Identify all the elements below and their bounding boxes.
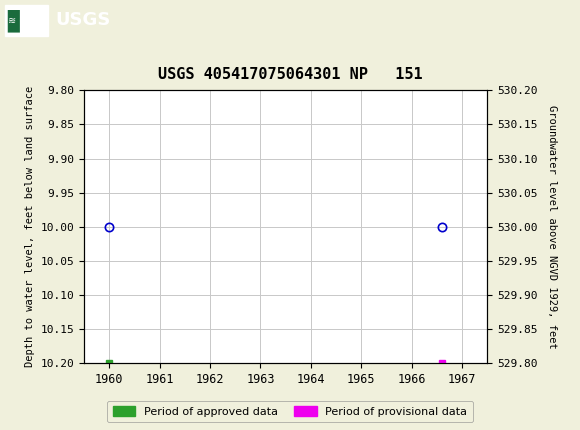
Text: USGS: USGS (55, 12, 110, 29)
Legend: Period of approved data, Period of provisional data: Period of approved data, Period of provi… (107, 401, 473, 422)
Bar (5, 5, 48, 36)
Text: USGS 405417075064301 NP   151: USGS 405417075064301 NP 151 (158, 67, 422, 82)
Text: █: █ (8, 9, 19, 32)
Y-axis label: Depth to water level, feet below land surface: Depth to water level, feet below land su… (25, 86, 35, 368)
Text: ≋: ≋ (8, 15, 16, 25)
Y-axis label: Groundwater level above NGVD 1929, feet: Groundwater level above NGVD 1929, feet (547, 105, 557, 349)
